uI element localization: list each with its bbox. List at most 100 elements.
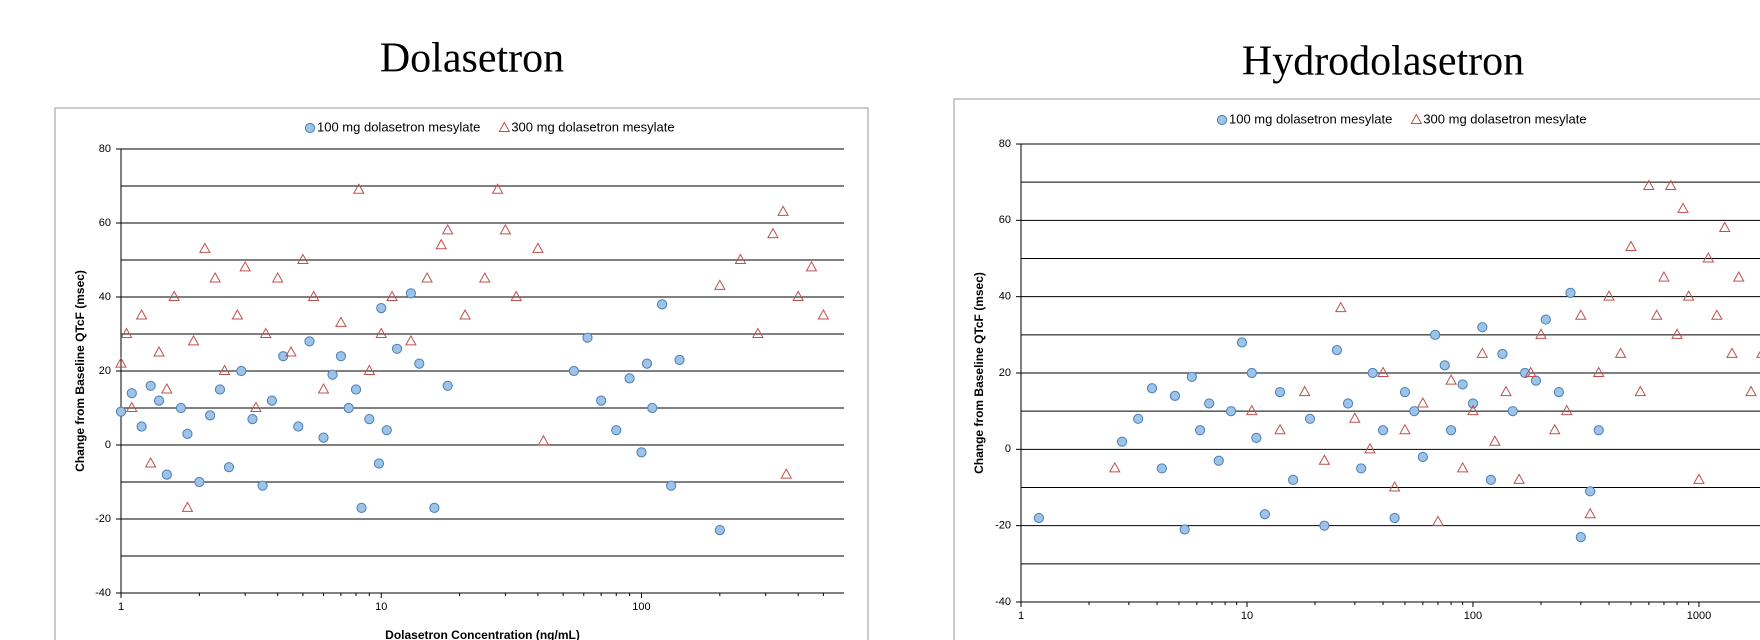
point bbox=[459, 308, 471, 320]
y-tick-label: 40 bbox=[999, 291, 1011, 303]
point bbox=[499, 223, 512, 235]
point bbox=[817, 308, 830, 320]
point bbox=[175, 402, 187, 414]
point bbox=[1399, 423, 1411, 435]
point bbox=[1204, 398, 1215, 409]
y-tick-label: -20 bbox=[995, 520, 1011, 532]
point bbox=[297, 253, 309, 264]
chart-frame bbox=[953, 98, 1760, 640]
point bbox=[247, 414, 258, 425]
y-tick-label: 80 bbox=[99, 143, 111, 155]
point bbox=[1560, 404, 1573, 416]
point bbox=[223, 462, 235, 473]
point bbox=[126, 388, 137, 399]
point bbox=[767, 227, 779, 239]
point bbox=[327, 369, 338, 380]
point bbox=[442, 380, 453, 391]
y-tick-label: 20 bbox=[999, 367, 1011, 379]
point bbox=[1477, 322, 1488, 333]
x-tick-label: 1 bbox=[1018, 610, 1024, 622]
point bbox=[1682, 290, 1695, 301]
point bbox=[386, 290, 398, 301]
point bbox=[1457, 379, 1468, 390]
point bbox=[1399, 386, 1411, 398]
point bbox=[1259, 509, 1270, 520]
point bbox=[491, 183, 504, 194]
point bbox=[145, 380, 156, 391]
point bbox=[1033, 512, 1044, 524]
point bbox=[537, 434, 550, 446]
point bbox=[1530, 375, 1542, 386]
chart-frame bbox=[54, 107, 869, 640]
point bbox=[734, 253, 747, 264]
x-tick-label: 100 bbox=[632, 601, 650, 613]
point bbox=[1456, 461, 1469, 473]
point bbox=[1650, 309, 1663, 320]
point bbox=[363, 364, 376, 375]
legend-marker bbox=[1216, 114, 1228, 126]
point bbox=[1108, 461, 1121, 473]
x-tick-label: 1000 bbox=[1687, 610, 1711, 622]
point bbox=[1186, 371, 1197, 382]
point bbox=[1702, 251, 1715, 263]
y-tick-label: -40 bbox=[995, 596, 1011, 608]
point bbox=[1377, 425, 1389, 436]
x-tick-label: 100 bbox=[1464, 610, 1482, 622]
point bbox=[1213, 455, 1224, 466]
legend-marker bbox=[1410, 113, 1423, 124]
chart-title: Dolasetron bbox=[380, 36, 564, 82]
point bbox=[259, 327, 272, 338]
point bbox=[1146, 383, 1158, 394]
point bbox=[478, 271, 491, 283]
point bbox=[1304, 413, 1316, 424]
point bbox=[293, 421, 304, 432]
y-tick-label: 0 bbox=[105, 439, 111, 451]
point bbox=[441, 223, 454, 235]
point bbox=[391, 343, 403, 354]
point bbox=[1245, 404, 1258, 416]
point bbox=[1553, 386, 1565, 398]
point bbox=[582, 332, 593, 343]
y-axis-label: Change from Baseline QTcF (msec) bbox=[972, 272, 986, 474]
point bbox=[1467, 404, 1479, 416]
point bbox=[257, 480, 268, 491]
point bbox=[405, 288, 416, 299]
point bbox=[1246, 367, 1257, 379]
point bbox=[375, 327, 388, 338]
point bbox=[115, 357, 127, 368]
point bbox=[1439, 360, 1450, 371]
point bbox=[144, 456, 157, 468]
legend-label: 100 mg dolasetron mesylate bbox=[1229, 111, 1392, 126]
point bbox=[194, 476, 205, 488]
point bbox=[777, 205, 789, 216]
point bbox=[1535, 328, 1547, 339]
point bbox=[510, 290, 523, 301]
y-tick-label: 80 bbox=[999, 138, 1011, 150]
point bbox=[780, 468, 793, 479]
point bbox=[182, 428, 193, 439]
point bbox=[343, 402, 354, 414]
point bbox=[1409, 406, 1420, 417]
point bbox=[1318, 454, 1331, 465]
chart-title: Hydrodolasetron bbox=[1242, 39, 1524, 85]
point bbox=[1497, 348, 1508, 360]
point bbox=[120, 327, 133, 338]
point bbox=[1367, 367, 1378, 379]
point bbox=[1364, 442, 1376, 454]
point bbox=[1726, 347, 1738, 358]
point bbox=[641, 358, 653, 369]
point bbox=[1625, 240, 1637, 252]
point bbox=[153, 395, 165, 406]
point bbox=[1711, 309, 1723, 320]
point bbox=[181, 501, 194, 512]
point bbox=[307, 290, 320, 301]
point bbox=[231, 308, 244, 320]
point bbox=[304, 336, 315, 347]
x-axis-label: Dolasetron Concentration (ng/mL) bbox=[385, 628, 580, 640]
point bbox=[1540, 314, 1551, 325]
point bbox=[752, 327, 764, 338]
point bbox=[1334, 301, 1347, 313]
point bbox=[1194, 425, 1206, 436]
y-tick-label: 20 bbox=[99, 365, 111, 377]
